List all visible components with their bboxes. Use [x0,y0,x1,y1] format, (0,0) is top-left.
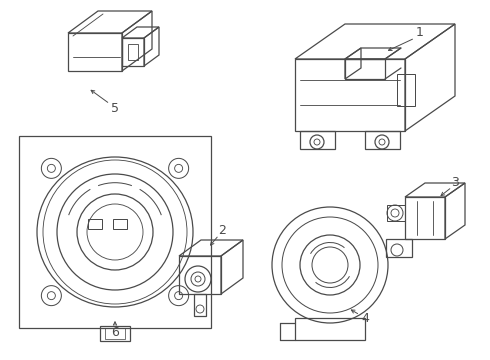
Text: 5: 5 [111,102,119,114]
Text: 3: 3 [451,176,459,189]
Text: 2: 2 [218,224,226,237]
Text: 1: 1 [416,26,424,39]
Text: 4: 4 [361,311,369,324]
Text: 6: 6 [111,327,119,339]
